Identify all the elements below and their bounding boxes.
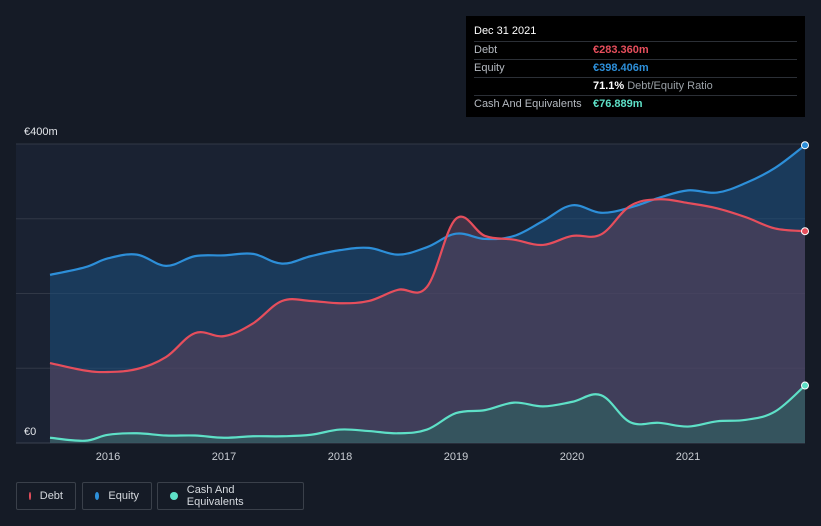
- legend-debt-dot: [29, 492, 31, 500]
- x-tick-label: 2020: [560, 451, 584, 463]
- x-tick-label: 2016: [96, 451, 120, 463]
- x-tick-label: 2021: [676, 451, 700, 463]
- legend-cash-label: Cash And Equivalents: [186, 484, 244, 508]
- tooltip-row-equity: Equity €398.406m: [474, 59, 797, 77]
- debt-line: [49, 198, 806, 374]
- equity-endpoint: [801, 141, 809, 150]
- legend-cash-dot: [170, 492, 178, 500]
- tooltip-row-debt: Debt €283.360m: [474, 41, 797, 59]
- y-tick-label: €0: [24, 426, 36, 438]
- y-tick-label: €400m: [24, 126, 58, 138]
- cash-and-equivalents-area: [50, 385, 805, 443]
- tooltip-equity-label: Equity: [474, 62, 505, 74]
- tooltip-cash-label: Cash And Equivalents: [474, 98, 582, 110]
- legend-equity-label: Equity: [108, 490, 139, 502]
- tooltip-equity-value: €398.406m: [593, 62, 649, 74]
- x-tick-label: 2019: [444, 451, 468, 463]
- tooltip-ratio-label: [474, 78, 593, 95]
- x-tick-label: 2018: [328, 451, 352, 463]
- debt-area: [50, 199, 805, 443]
- tooltip-cash-value: €76.889m: [593, 98, 643, 110]
- x-tick-label: 2017: [212, 451, 236, 463]
- tooltip-ratio-value: 71.1%: [593, 80, 625, 92]
- equity-line: [49, 144, 806, 276]
- legend-cash[interactable]: Cash And Equivalents: [157, 482, 304, 510]
- cash-and-equivalents-line: [49, 384, 806, 442]
- tooltip-date: Dec 31 2021: [474, 25, 537, 37]
- tooltip-row-ratio: 71.1% Debt/Equity Ratio: [474, 77, 797, 95]
- legend-equity-dot: [95, 492, 100, 500]
- tooltip-row-cash: Cash And Equivalents €76.889m: [474, 95, 797, 113]
- debt-endpoint: [801, 227, 809, 236]
- chart-tooltip: Dec 31 2021 Debt €283.360m Equity €398.4…: [466, 16, 805, 117]
- tooltip-debt-value: €283.360m: [593, 44, 649, 56]
- legend-debt[interactable]: Debt: [16, 482, 76, 510]
- tooltip-ratio-sub: Debt/Equity Ratio: [627, 80, 713, 92]
- legend-equity[interactable]: Equity: [82, 482, 152, 510]
- legend-debt-label: Debt: [39, 490, 63, 502]
- tooltip-debt-label: Debt: [474, 44, 498, 56]
- cash-and-equivalents-endpoint: [801, 381, 809, 390]
